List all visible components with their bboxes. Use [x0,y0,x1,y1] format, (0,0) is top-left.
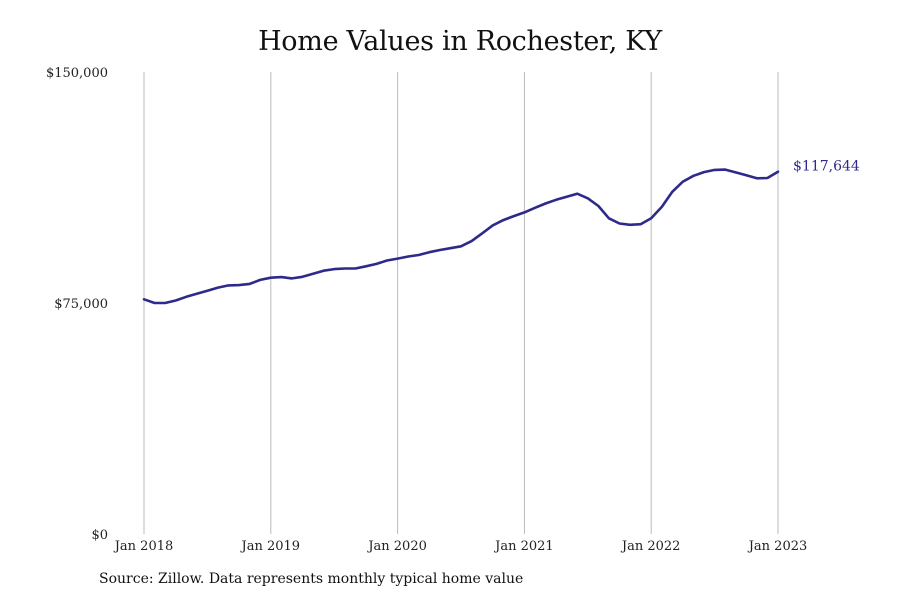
x-tick-label: Jan 2021 [493,539,554,554]
x-tick-label: Jan 2018 [113,539,174,554]
chart-title: Home Values in Rochester, KY [258,26,662,57]
source-note: Source: Zillow. Data represents monthly … [99,571,524,587]
y-tick-label: $0 [91,528,108,543]
series-line [142,168,780,305]
end-value-label: $117,644 [793,159,860,175]
y-tick-label: $75,000 [54,297,108,312]
x-tick-label: Jan 2022 [620,539,681,554]
x-tick-label: Jan 2023 [747,539,808,554]
y-tick-label: $150,000 [46,66,108,81]
x-tick-label: Jan 2020 [366,539,427,554]
x-tick-label: Jan 2019 [240,539,301,554]
